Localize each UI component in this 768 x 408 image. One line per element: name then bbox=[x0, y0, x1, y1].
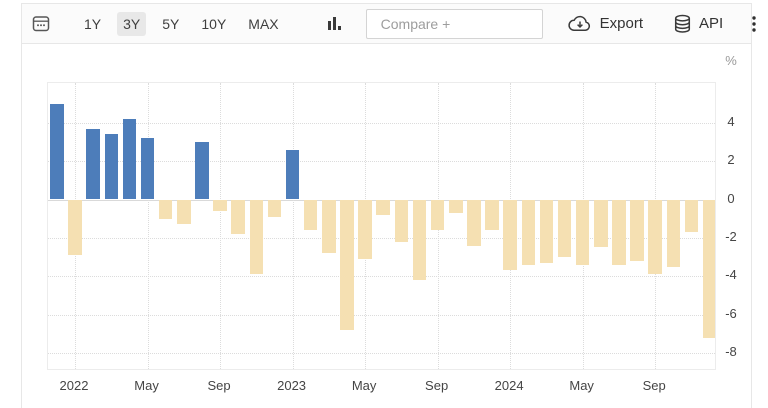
chart-region: % 4 2 0 -2 -4 -6 -8 2022 May Sep 2023 May Sep 2024 Ma… bbox=[22, 44, 751, 408]
cloud-download-icon bbox=[567, 15, 593, 33]
bar-jul-2023[interactable] bbox=[394, 199, 409, 242]
y-tick-label: -4 bbox=[725, 267, 737, 283]
bar-sep-2024[interactable] bbox=[648, 199, 662, 275]
bar-nov-2024[interactable] bbox=[684, 199, 699, 233]
bar-may-2024[interactable] bbox=[575, 199, 590, 265]
y-gridline bbox=[48, 122, 715, 124]
bar-feb-2023[interactable] bbox=[303, 199, 318, 231]
compare-input[interactable] bbox=[365, 8, 543, 39]
bar-sep-2022[interactable] bbox=[213, 199, 227, 211]
range-selector: 1Y 3Y 5Y 10Y MAX bbox=[78, 11, 285, 36]
bar-jan-2023[interactable] bbox=[285, 149, 300, 200]
bar-apr-2024[interactable] bbox=[557, 199, 572, 257]
y-tick-label: 2 bbox=[727, 152, 735, 168]
range-button-10y[interactable]: 10Y bbox=[195, 12, 232, 36]
bar-may-2023[interactable] bbox=[358, 199, 372, 259]
kebab-menu-icon bbox=[751, 14, 757, 34]
bar-mar-2022[interactable] bbox=[104, 134, 119, 200]
y-gridline bbox=[48, 352, 715, 354]
y-gridline bbox=[48, 276, 715, 278]
y-gridline bbox=[48, 237, 715, 239]
bar-sep-2023[interactable] bbox=[430, 199, 445, 231]
api-label: API bbox=[699, 15, 724, 32]
bar-dec-2022[interactable] bbox=[267, 199, 282, 217]
bar-mar-2024[interactable] bbox=[539, 199, 554, 263]
bar-aug-2022[interactable] bbox=[195, 141, 209, 200]
x-tick-label: May bbox=[134, 378, 159, 393]
api-button[interactable]: API bbox=[667, 10, 729, 38]
bar-oct-2024[interactable] bbox=[666, 199, 681, 267]
bar-feb-2024[interactable] bbox=[521, 199, 536, 265]
column-chart-icon bbox=[327, 15, 342, 33]
chart-widget: 1Y 3Y 5Y 10Y MAX bbox=[21, 3, 756, 408]
plot-area bbox=[47, 82, 716, 370]
calendar-button[interactable] bbox=[30, 12, 52, 35]
bar-mar-2023[interactable] bbox=[322, 199, 336, 254]
x-tick-label: May bbox=[351, 378, 377, 393]
bar-jun-2024[interactable] bbox=[594, 199, 608, 248]
bar-jun-2023[interactable] bbox=[376, 199, 390, 215]
x-tick-label: Sep bbox=[425, 378, 449, 393]
range-button-5y[interactable]: 5Y bbox=[156, 12, 185, 36]
y-tick-label: 0 bbox=[727, 190, 735, 206]
x-tick-label: Sep bbox=[207, 378, 231, 393]
bar-oct-2023[interactable] bbox=[449, 199, 463, 213]
compare-field-wrap bbox=[365, 8, 543, 39]
x-gridline bbox=[220, 83, 222, 369]
bar-dec-2023[interactable] bbox=[485, 199, 499, 231]
more-options-button[interactable] bbox=[749, 12, 759, 36]
x-tick-label: Sep bbox=[642, 378, 666, 393]
bar-oct-2022[interactable] bbox=[231, 199, 245, 234]
x-tick-label: May bbox=[569, 378, 594, 393]
bar-aug-2024[interactable] bbox=[630, 199, 644, 261]
bar-feb-2022[interactable] bbox=[86, 128, 100, 200]
x-tick-label: 2023 bbox=[277, 378, 307, 393]
bar-jan-2024[interactable] bbox=[503, 199, 517, 271]
y-tick-label: -6 bbox=[725, 305, 737, 321]
bar-aug-2023[interactable] bbox=[412, 199, 427, 280]
bar-jan-2022[interactable] bbox=[68, 199, 82, 256]
x-gridline bbox=[147, 83, 149, 369]
y-tick-label: -2 bbox=[725, 228, 737, 244]
x-tick-label: 2022 bbox=[59, 378, 89, 393]
bar-may-2022[interactable] bbox=[140, 138, 155, 200]
y-gridline bbox=[48, 314, 715, 316]
range-button-1y[interactable]: 1Y bbox=[78, 12, 107, 36]
bar-nov-2023[interactable] bbox=[467, 199, 481, 246]
bar-jul-2022[interactable] bbox=[177, 199, 191, 225]
y-axis-unit-label: % bbox=[725, 53, 737, 68]
y-tick-label: 4 bbox=[727, 113, 735, 129]
calendar-icon bbox=[32, 14, 50, 33]
bar-apr-2022[interactable] bbox=[122, 118, 137, 200]
range-button-3y[interactable]: 3Y bbox=[117, 11, 147, 36]
bar-dec-2024[interactable] bbox=[702, 199, 715, 338]
chart-type-button[interactable] bbox=[325, 13, 344, 35]
bar-jun-2022[interactable] bbox=[158, 199, 173, 219]
bar-nov-2022[interactable] bbox=[249, 199, 264, 275]
export-button[interactable]: Export bbox=[561, 11, 649, 37]
bar-apr-2023[interactable] bbox=[340, 199, 354, 330]
range-button-max[interactable]: MAX bbox=[242, 12, 284, 36]
bar-dec-2021[interactable] bbox=[50, 103, 64, 200]
database-icon bbox=[673, 14, 692, 34]
toolbar-right-group: Export API bbox=[561, 10, 760, 38]
x-gridline bbox=[292, 83, 294, 369]
bar-jul-2024[interactable] bbox=[612, 199, 626, 265]
y-gridline bbox=[48, 161, 715, 163]
export-label: Export bbox=[599, 15, 643, 32]
y-tick-label: -8 bbox=[725, 343, 737, 359]
chart-toolbar: 1Y 3Y 5Y 10Y MAX bbox=[22, 4, 756, 44]
x-tick-label: 2024 bbox=[494, 378, 524, 393]
